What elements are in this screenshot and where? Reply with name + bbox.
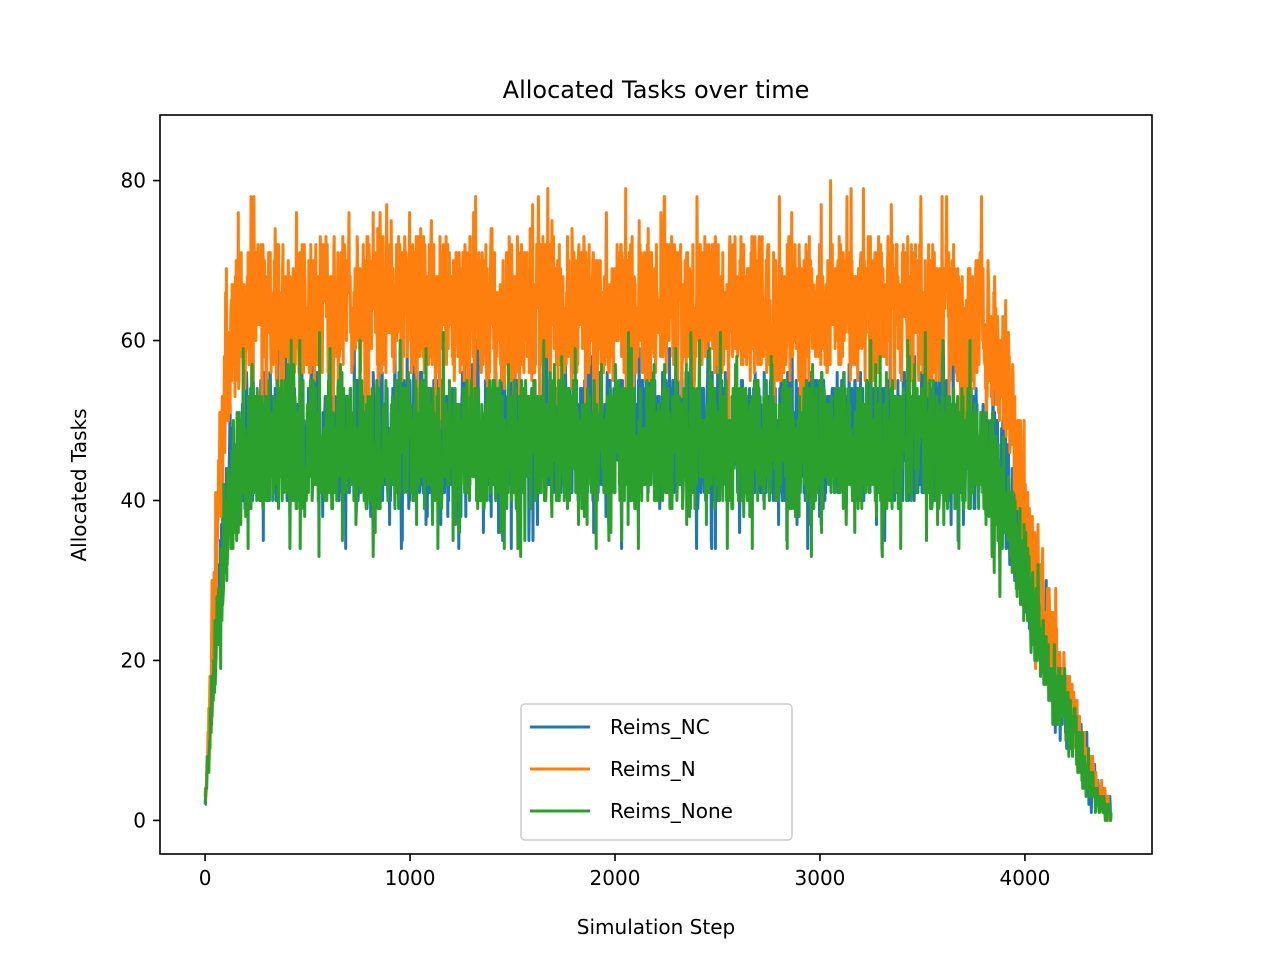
x-axis-title: Simulation Step	[577, 915, 735, 939]
y-tick-label: 40	[121, 488, 146, 512]
series-line-reims-none	[203, 331, 1113, 822]
x-tick-label: 4000	[999, 866, 1050, 890]
x-tick-label: 1000	[385, 866, 436, 890]
series-line-reims-n	[203, 179, 1113, 822]
x-tick-label: 3000	[795, 866, 846, 890]
x-tick-label: 0	[199, 866, 212, 890]
y-tick-label: 20	[121, 648, 146, 672]
legend-label: Reims_N	[610, 757, 696, 781]
plot-frame	[159, 114, 1153, 855]
legend-box	[520, 703, 793, 841]
legend-label: Reims_None	[610, 799, 733, 823]
y-tick-label: 80	[121, 169, 146, 193]
series-layer	[203, 179, 1113, 822]
y-tick-label: 0	[133, 808, 146, 832]
y-tick-label: 60	[121, 329, 146, 353]
chart-title: Allocated Tasks over time	[503, 76, 810, 104]
x-axis-ticks: 0 1000 2000 3000 4000	[199, 854, 1050, 890]
y-axis-ticks: 0 20 40 60 80	[121, 169, 160, 832]
legend-label: Reims_NC	[610, 715, 710, 739]
legend: Reims_NC Reims_N Reims_None	[520, 703, 793, 841]
x-tick-label: 2000	[590, 866, 641, 890]
y-axis-title: Allocated Tasks	[67, 408, 91, 561]
